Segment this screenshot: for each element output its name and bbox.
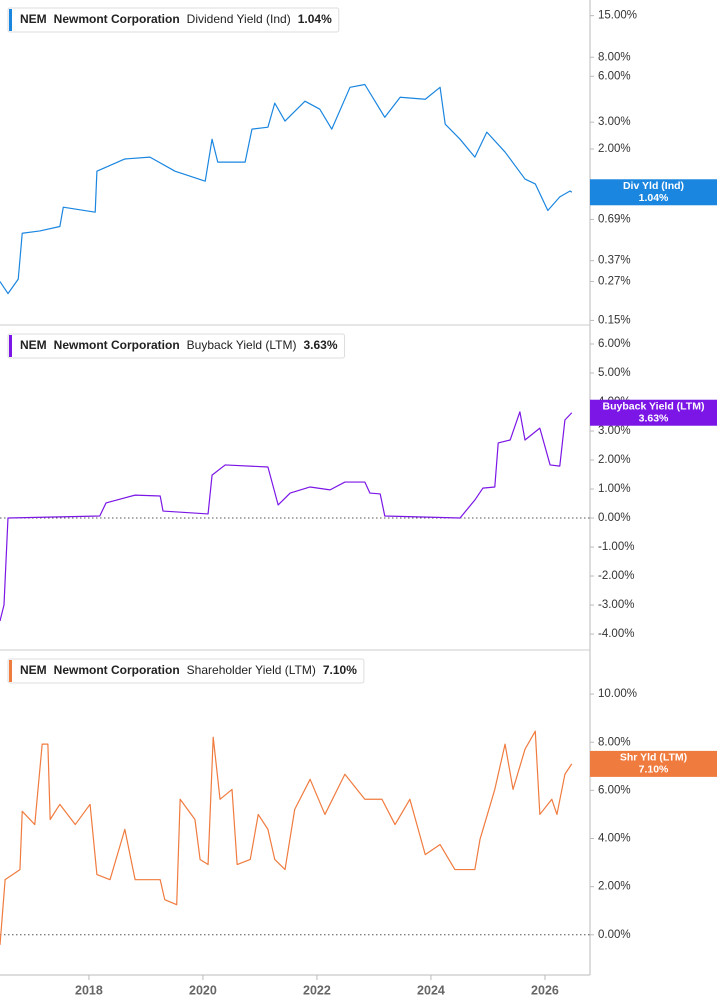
x-tick-label: 2024 bbox=[417, 983, 445, 997]
legend-text: Newmont Corporation bbox=[54, 663, 180, 677]
series-line bbox=[0, 83, 573, 295]
y-tick-label: 8.00% bbox=[598, 736, 631, 748]
y-tick-label: 10.00% bbox=[598, 688, 637, 700]
legend-text: Shareholder Yield (LTM) bbox=[187, 663, 316, 677]
legend-text: 7.10% bbox=[323, 663, 357, 677]
y-tick-label: 0.15% bbox=[598, 314, 631, 326]
legend-text: NEM bbox=[20, 12, 47, 26]
x-tick-label: 2020 bbox=[189, 983, 217, 997]
y-tick-label: 3.00% bbox=[598, 116, 631, 128]
legend-box bbox=[7, 658, 365, 684]
y-tick-label: 2.00% bbox=[598, 454, 631, 466]
y-tick-label: 1.00% bbox=[598, 483, 631, 495]
value-tag bbox=[590, 399, 717, 426]
y-tick-label: 6.00% bbox=[598, 784, 631, 796]
value-tag bbox=[590, 750, 717, 777]
legend-box bbox=[7, 7, 340, 33]
series-line bbox=[0, 411, 573, 622]
y-tick-label: 6.00% bbox=[598, 338, 631, 350]
value-tag bbox=[590, 179, 717, 206]
legend-swatch bbox=[9, 660, 12, 682]
x-tick-label: 2022 bbox=[303, 983, 331, 997]
x-tick-label: 2026 bbox=[531, 983, 559, 997]
y-tick-label: 0.37% bbox=[598, 255, 631, 267]
legend-text: Newmont Corporation bbox=[54, 12, 180, 26]
y-tick-label: -2.00% bbox=[598, 570, 634, 582]
legend: NEM Newmont Corporation Buyback Yield (LTM… bbox=[7, 333, 346, 359]
y-tick-label: 0.00% bbox=[598, 929, 631, 941]
legend-swatch bbox=[9, 335, 12, 357]
legend-text: NEM bbox=[20, 338, 47, 352]
y-tick-label: 4.00% bbox=[598, 833, 631, 845]
value-tag-name: Buyback Yield (LTM) bbox=[603, 401, 705, 413]
y-tick-label: 0.69% bbox=[598, 213, 631, 225]
y-tick-label: 0.27% bbox=[598, 276, 631, 288]
value-tag-value: 7.10% bbox=[639, 764, 669, 776]
value-tag-name: Shr Yld (LTM) bbox=[620, 752, 687, 764]
y-tick-label: -3.00% bbox=[598, 599, 634, 611]
value-tag-value: 1.04% bbox=[639, 192, 669, 204]
legend-text: Dividend Yield (Ind) bbox=[187, 12, 291, 26]
legend: NEM Newmont Corporation Dividend Yield (In… bbox=[7, 7, 340, 33]
series-line bbox=[0, 730, 573, 945]
legend-text: 1.04% bbox=[298, 12, 332, 26]
y-tick-label: 3.00% bbox=[598, 425, 631, 437]
y-tick-label: 2.00% bbox=[598, 881, 631, 893]
y-tick-label: -4.00% bbox=[598, 628, 634, 640]
y-tick-label: 15.00% bbox=[598, 10, 637, 22]
y-tick-label: 5.00% bbox=[598, 367, 631, 379]
value-tag-value: 3.63% bbox=[639, 413, 669, 425]
legend-text: Buyback Yield (LTM) bbox=[187, 338, 297, 352]
x-tick-label: 2018 bbox=[75, 983, 103, 997]
value-tag-name: Div Yld (Ind) bbox=[623, 180, 684, 192]
legend-text: 3.63% bbox=[304, 338, 338, 352]
legend-swatch bbox=[9, 9, 12, 31]
y-tick-label: 6.00% bbox=[598, 70, 631, 82]
y-tick-label: 0.00% bbox=[598, 512, 631, 524]
legend-text: Newmont Corporation bbox=[54, 338, 180, 352]
y-tick-label: 8.00% bbox=[598, 51, 631, 63]
y-tick-label: -1.00% bbox=[598, 541, 634, 553]
legend-box bbox=[7, 333, 346, 359]
legend-text: NEM bbox=[20, 663, 47, 677]
legend: NEM Newmont Corporation Shareholder Yield … bbox=[7, 658, 365, 684]
y-tick-label: 2.00% bbox=[598, 143, 631, 155]
